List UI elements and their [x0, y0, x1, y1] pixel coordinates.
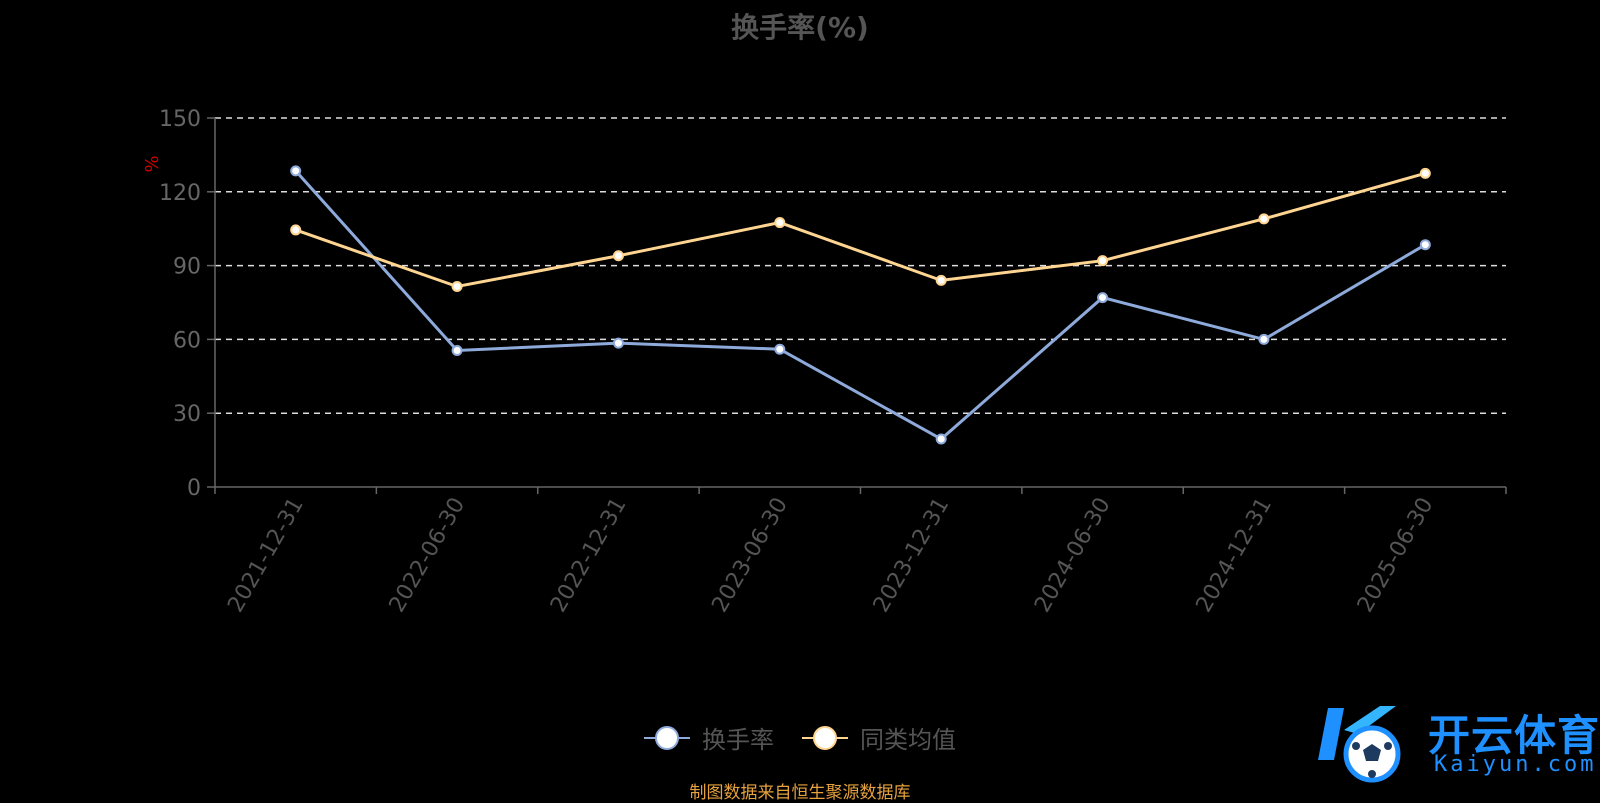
legend-marker-turnover: [644, 725, 690, 751]
data-point: [935, 274, 947, 286]
data-point: [451, 281, 463, 293]
legend-item-peer-average[interactable]: 同类均值: [802, 720, 956, 755]
series-turnover: [290, 165, 1431, 445]
data-point: [1419, 167, 1431, 179]
x-tick-label: 2024-12-31: [1192, 494, 1278, 617]
y-tick-label: 60: [173, 328, 201, 353]
legend-label-peer-average: 同类均值: [860, 726, 956, 754]
x-tick-labels: 2021-12-31 2022-06-30 2022-12-31 2023-06-30…: [223, 494, 1438, 617]
y-tick-label: 0: [187, 476, 201, 501]
x-tick-label: 2021-12-31: [223, 494, 309, 617]
y-tick-label: 120: [159, 181, 201, 206]
y-tick-label: 30: [173, 402, 201, 427]
series-group: [290, 165, 1431, 445]
logo-text-en: Kaiyun.com: [1434, 752, 1597, 777]
data-point: [290, 165, 302, 177]
data-point: [1097, 292, 1109, 304]
axes: [207, 117, 1507, 494]
series-line: [295, 171, 1426, 289]
y-tick-label: 150: [159, 107, 201, 132]
logo-ball-icon: [1318, 706, 1401, 783]
legend-item-turnover[interactable]: 换手率: [644, 720, 774, 755]
y-tick-labels: 0 30 60 90 120 150: [159, 107, 201, 501]
data-point: [774, 217, 786, 229]
x-tick-label: 2022-06-30: [385, 494, 471, 617]
series-line: [294, 169, 1427, 441]
data-point: [451, 344, 463, 356]
data-point: [935, 433, 947, 445]
data-point: [1419, 239, 1431, 251]
x-tick-label: 2023-12-31: [869, 494, 955, 617]
legend-marker-peer-average: [802, 725, 848, 751]
data-point: [612, 337, 624, 349]
y-tick-label: 90: [173, 255, 201, 280]
legend-label-turnover: 换手率: [702, 726, 774, 754]
x-tick-label: 2024-06-30: [1030, 494, 1116, 617]
data-point: [612, 250, 624, 262]
y-axis-unit: %: [142, 155, 163, 172]
data-point: [290, 224, 302, 236]
data-point: [1097, 255, 1109, 267]
x-tick-label: 2022-12-31: [546, 494, 632, 617]
data-source-note: 制图数据来自恒生聚源数据库: [689, 783, 911, 803]
x-tick-label: 2025-06-30: [1353, 494, 1439, 617]
kaiyun-logo[interactable]: 开云体育 Kaiyun.com: [1310, 700, 1600, 790]
chart-title: 换手率(%): [731, 11, 869, 44]
series-peer-average: [290, 167, 1431, 293]
data-point: [1258, 333, 1270, 345]
legend: 换手率 同类均值: [0, 720, 1600, 755]
grid-lines: [215, 117, 1506, 414]
data-point: [774, 343, 786, 355]
logo-text-cn: 开云体育: [1428, 711, 1600, 760]
x-tick-label: 2023-06-30: [707, 494, 793, 617]
data-point: [1258, 213, 1270, 225]
